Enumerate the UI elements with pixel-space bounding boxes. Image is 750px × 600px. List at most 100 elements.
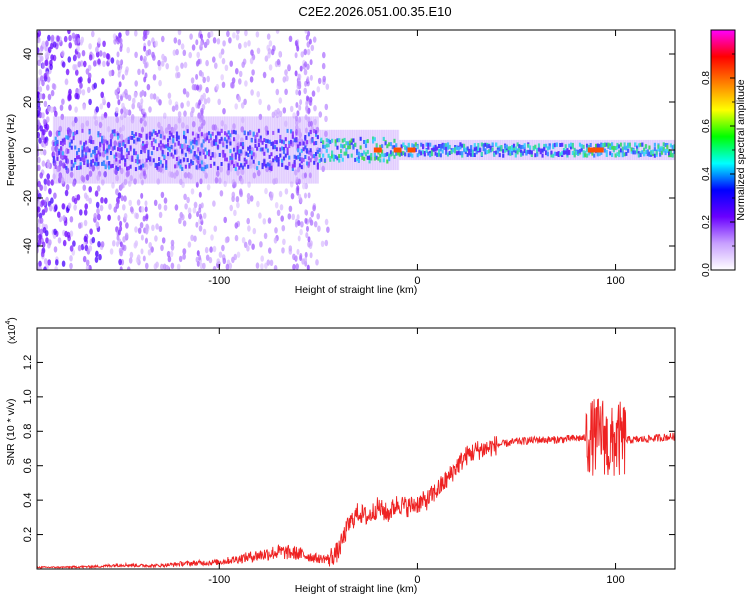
spectrogram-halo bbox=[420, 139, 423, 161]
spectrogram-cell bbox=[206, 75, 210, 83]
spectrogram-cell bbox=[90, 139, 93, 144]
spectrogram-cell bbox=[121, 124, 125, 132]
spectrogram-cell bbox=[78, 222, 82, 229]
spectrogram-cell bbox=[252, 159, 255, 164]
spectrogram-cell bbox=[184, 203, 188, 210]
spectrogram-cell bbox=[134, 51, 138, 58]
spectrogram-cell bbox=[120, 108, 124, 115]
spectrogram-cell bbox=[96, 185, 101, 192]
spectrogram-cell bbox=[600, 143, 603, 148]
spectrogram-cell bbox=[87, 86, 91, 94]
spectrogram-cell bbox=[290, 139, 293, 144]
spectrogram-halo bbox=[281, 116, 284, 184]
spectrogram-cell bbox=[147, 156, 150, 161]
spectrogram-halo bbox=[463, 139, 466, 161]
spectrogram-cell bbox=[393, 138, 396, 143]
spectrogram-cell bbox=[108, 70, 113, 77]
spectrogram-cell bbox=[514, 153, 517, 158]
spectrogram-cell bbox=[379, 158, 382, 163]
spectrogram-halo bbox=[72, 116, 75, 184]
spectrogram-cell bbox=[329, 140, 332, 144]
spectrogram-halo bbox=[623, 139, 626, 161]
spectrogram-cell bbox=[299, 99, 303, 106]
spectrogram-halo bbox=[240, 116, 243, 184]
spectrogram-cell bbox=[252, 172, 257, 179]
spectrogram-cell bbox=[56, 35, 60, 42]
spectrogram-cell bbox=[552, 143, 555, 148]
spectrogram-cell bbox=[106, 155, 109, 160]
spectrogram-cell bbox=[628, 142, 631, 147]
spectrogram-halo bbox=[298, 116, 302, 184]
spectrogram-cell bbox=[229, 155, 232, 160]
spectrogram-cell bbox=[225, 263, 230, 270]
spectrogram-cell bbox=[260, 255, 265, 262]
spectrogram-cell bbox=[69, 230, 74, 237]
spectrogram-cell bbox=[304, 251, 308, 258]
spectrogram-cell bbox=[446, 152, 450, 157]
spectrogram-halo bbox=[553, 139, 557, 161]
spectrogram-cell bbox=[136, 156, 139, 161]
spectrogram-cell bbox=[261, 162, 264, 167]
spectrogram-cell bbox=[84, 151, 88, 156]
spectrogram-cell bbox=[300, 221, 304, 228]
spectrogram-halo bbox=[199, 116, 202, 184]
spectrogram-halo bbox=[471, 139, 475, 161]
spectrogram-cell bbox=[169, 250, 174, 258]
spectrogram-cell bbox=[94, 119, 98, 127]
spectrogram-cell bbox=[147, 249, 152, 256]
spectrogram-cell bbox=[359, 136, 362, 141]
spectrogram-halo bbox=[614, 139, 617, 161]
spectrogram-cell bbox=[179, 159, 182, 164]
spectrogram-cell bbox=[354, 157, 357, 162]
spectrogram-cell bbox=[133, 178, 137, 185]
spectrogram-cell bbox=[484, 148, 487, 153]
spectrogram-halo bbox=[113, 116, 116, 184]
spectrogram-cell bbox=[69, 245, 74, 252]
spectrogram-cell bbox=[139, 102, 143, 109]
spectrogram-cell bbox=[63, 140, 66, 145]
spectrogram-cell bbox=[268, 166, 271, 171]
spectrogram-cell bbox=[41, 93, 46, 100]
spectrogram-cell bbox=[159, 166, 163, 173]
spectrogram-cell bbox=[272, 141, 275, 146]
spectrogram-cell bbox=[160, 244, 164, 252]
spectrogram-halo bbox=[52, 116, 56, 184]
spectrogram-halo bbox=[202, 116, 205, 184]
spectrogram-cell bbox=[131, 131, 134, 135]
spectrogram-cell bbox=[546, 146, 549, 151]
spectrogram-cell bbox=[341, 138, 344, 143]
spectrogram-halo bbox=[211, 116, 214, 184]
spectrogram-cell bbox=[52, 141, 56, 146]
spectrogram-cell bbox=[332, 154, 335, 159]
spectrogram-cell bbox=[429, 153, 432, 158]
spectrogram-cell bbox=[77, 52, 81, 59]
spectrogram-cell bbox=[123, 195, 127, 202]
spectrogram-cell bbox=[68, 132, 72, 137]
spectrogram-cell bbox=[276, 209, 281, 216]
spectrogram-cell bbox=[291, 213, 296, 220]
spectrogram-cell bbox=[111, 182, 115, 189]
spectrogram-halo bbox=[512, 139, 516, 161]
spectrogram-cell bbox=[56, 165, 60, 173]
spectrogram-cell bbox=[220, 162, 223, 166]
spectrogram-cell bbox=[67, 56, 72, 63]
spectrogram-cell bbox=[170, 262, 175, 269]
spectrogram-halo bbox=[179, 116, 182, 184]
spectrogram-cell bbox=[60, 154, 63, 159]
spectrogram-cell bbox=[580, 147, 583, 152]
spectrogram-cell bbox=[229, 60, 233, 67]
spectrogram-cell bbox=[384, 152, 387, 157]
spectrogram-cell bbox=[65, 155, 68, 160]
spectrogram-cell bbox=[108, 165, 111, 170]
spectrogram-cell bbox=[416, 145, 419, 150]
spectrogram-cell bbox=[455, 145, 459, 150]
spectrogram-cell bbox=[136, 199, 141, 206]
spectrogram-cell bbox=[161, 143, 164, 148]
spectrogram-cell bbox=[229, 149, 232, 154]
spectrogram-cell bbox=[158, 79, 162, 87]
spectrogram-cell bbox=[454, 149, 457, 154]
spectrogram-cell bbox=[67, 30, 71, 35]
spectrogram-cell bbox=[269, 259, 274, 266]
spectrogram-cell bbox=[156, 147, 159, 152]
spectrogram-cell bbox=[101, 139, 104, 144]
